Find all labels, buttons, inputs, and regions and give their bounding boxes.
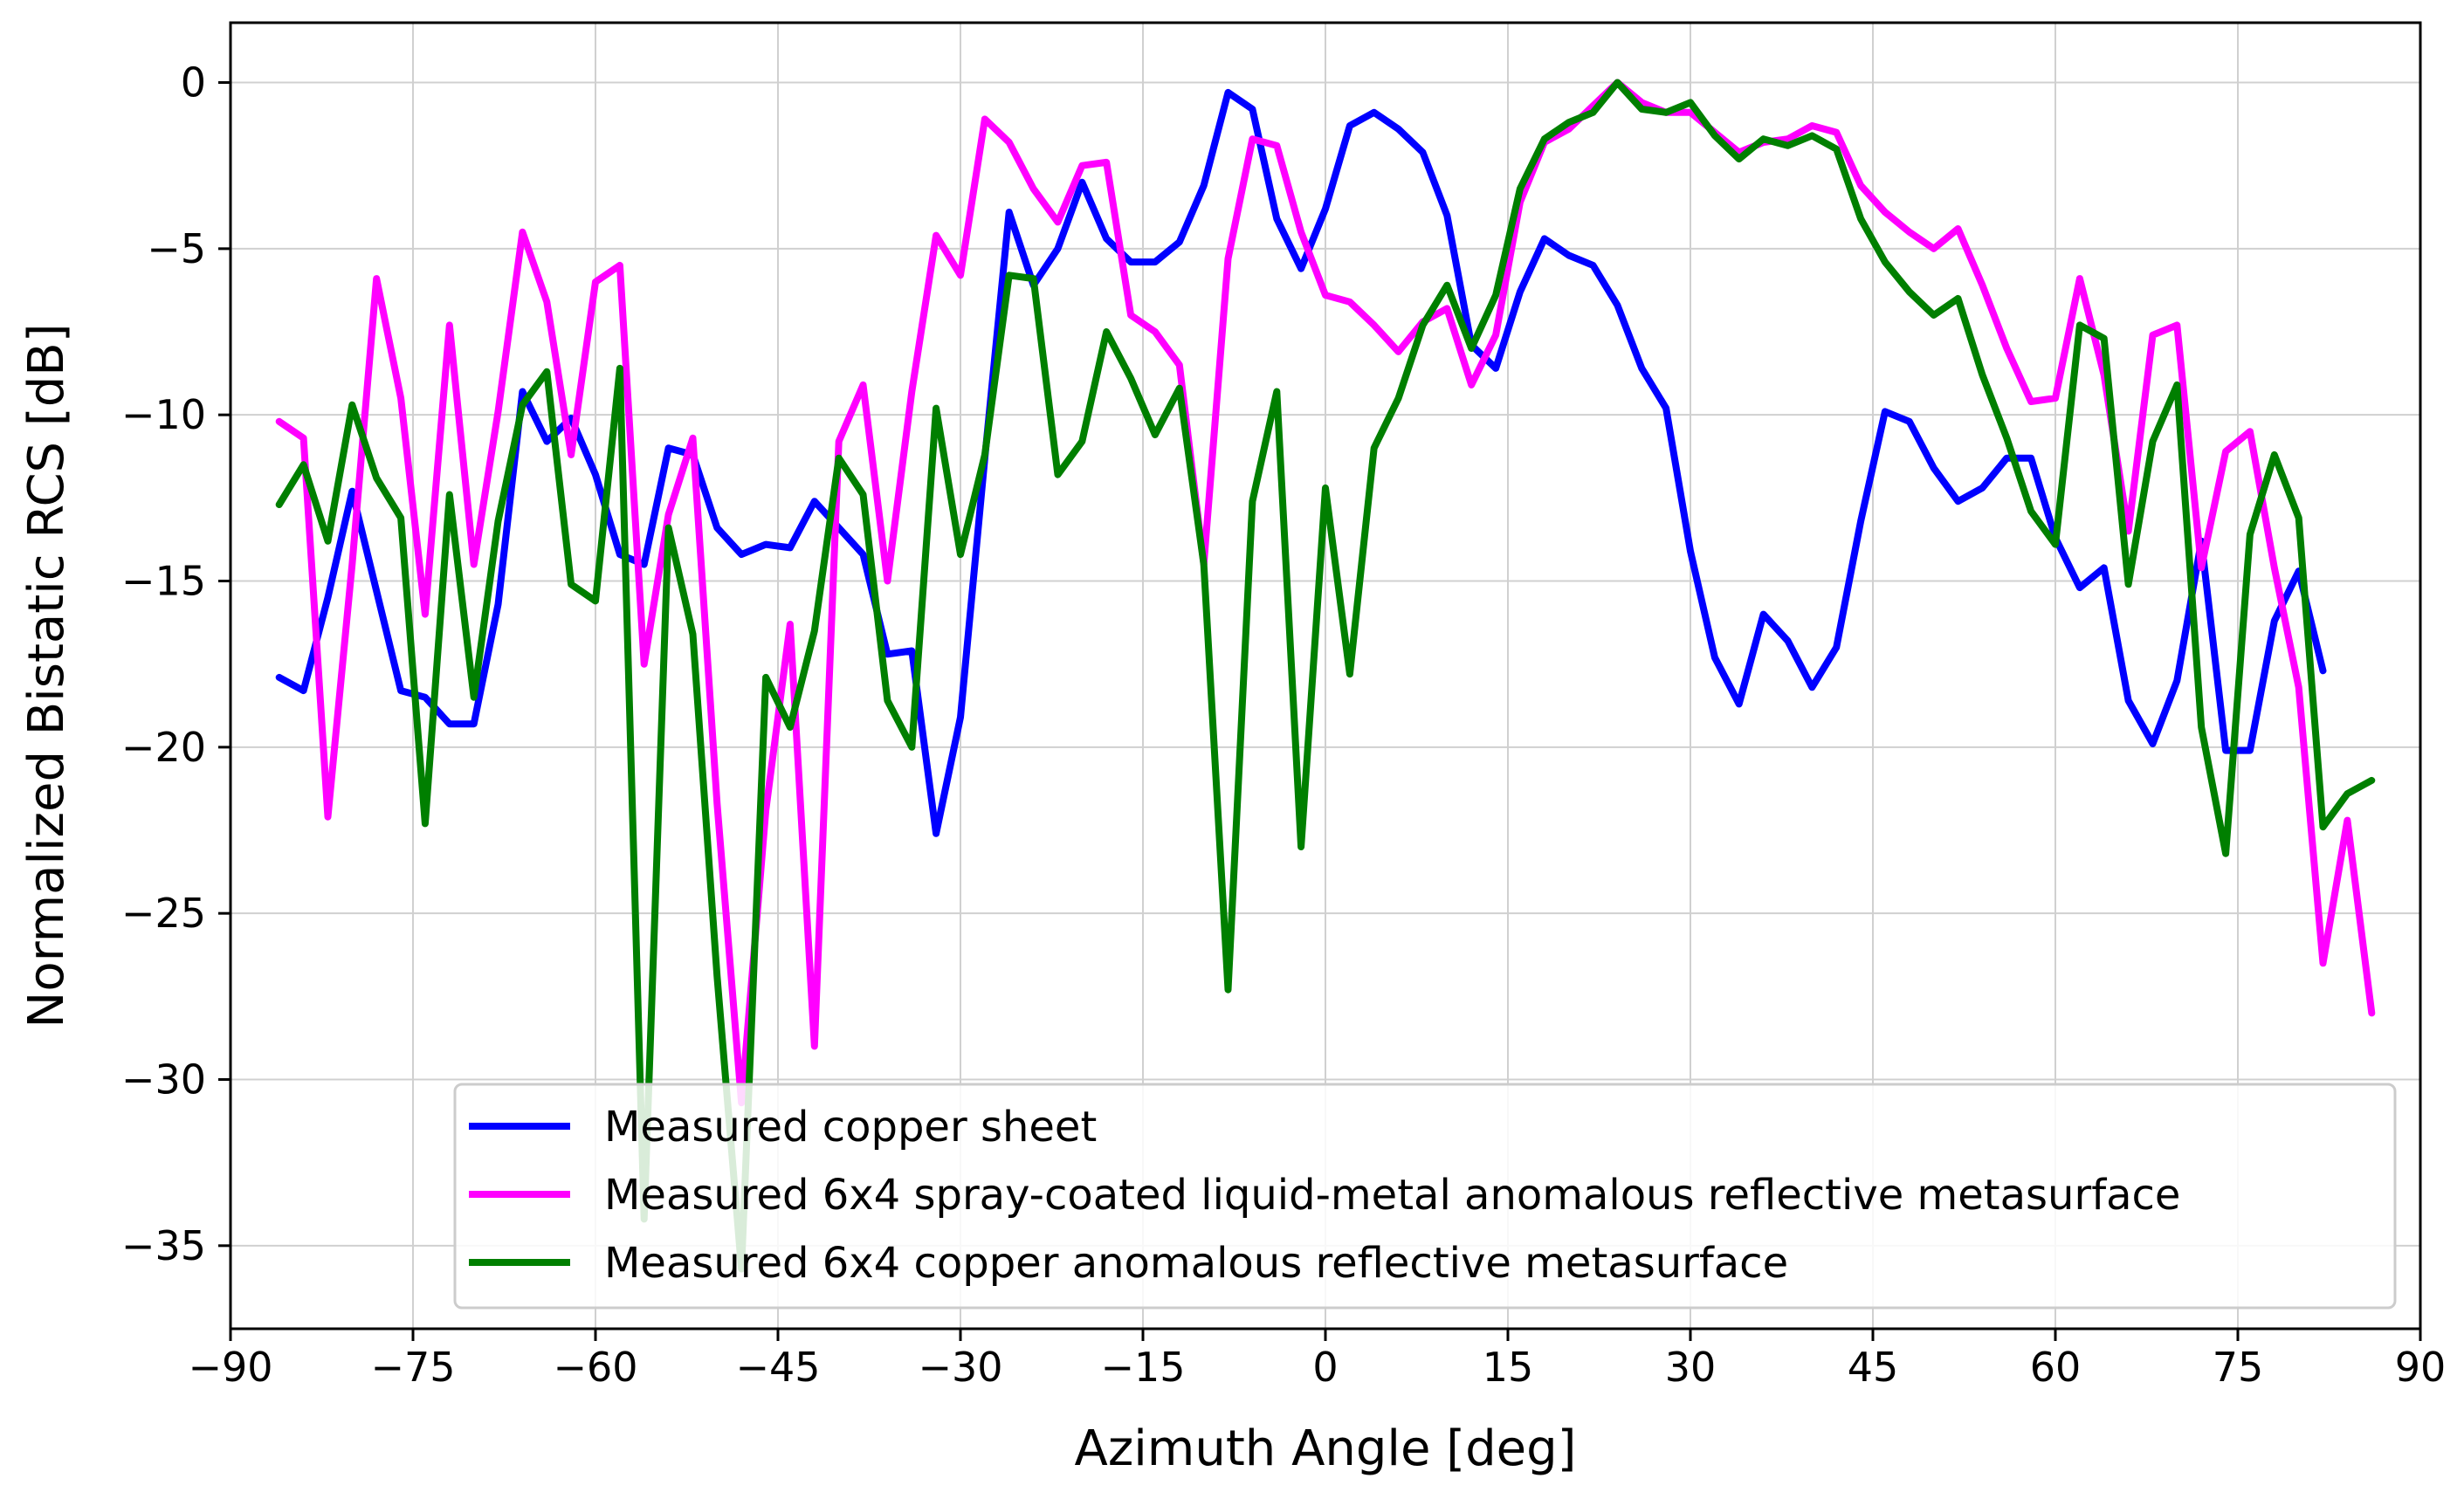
legend-box: [453, 1083, 2397, 1310]
series-line-3: [275, 79, 2376, 1273]
x-axis-label: Azimuth Angle [deg]: [1075, 1420, 1577, 1477]
x-tick-label: −75: [370, 1344, 455, 1391]
y-tick-label: −35: [121, 1222, 206, 1269]
x-tick-label: 60: [2030, 1344, 2082, 1391]
x-tick-label: 0: [1312, 1344, 1338, 1391]
series-line-2: [275, 79, 2376, 1107]
x-tick-labels: −90 −75 −60 −45 −30 −15 0 15 30 45 60 75 90: [188, 1344, 2446, 1391]
series-line-1: [275, 88, 2327, 837]
y-tick-label: −5: [147, 225, 206, 272]
axis-ticks: [218, 81, 2422, 1341]
x-tick-label: 15: [1483, 1344, 1534, 1391]
y-tick-label: −25: [121, 890, 206, 937]
legend-label-3: Measured 6x4 copper anomalous reflective…: [604, 1239, 1788, 1288]
y-axis-label: Normalized Bistatic RCS [dB]: [18, 323, 75, 1028]
legend-label-1: Measured copper sheet: [604, 1103, 1097, 1152]
x-tick-label: −30: [918, 1344, 1002, 1391]
x-tick-label: 30: [1665, 1344, 1717, 1391]
y-tick-label: −30: [121, 1056, 206, 1104]
x-tick-label: −90: [188, 1344, 272, 1391]
x-tick-label: −15: [1100, 1344, 1185, 1391]
legend-entries: Measured copper sheet Measured 6x4 spray-…: [469, 1103, 2180, 1288]
y-tick-label: 0: [181, 59, 206, 107]
y-tick-label: −15: [121, 558, 206, 605]
data-series-group: [275, 79, 2376, 1273]
x-tick-label: 90: [2395, 1344, 2447, 1391]
legend: Measured copper sheet Measured 6x4 spray-…: [453, 1083, 2397, 1310]
x-tick-label: −45: [735, 1344, 820, 1391]
y-tick-label: −20: [121, 724, 206, 771]
y-tick-labels: −35 −30 −25 −20 −15 −10 −5 0: [121, 59, 206, 1269]
y-tick-label: −10: [121, 391, 206, 438]
legend-label-2: Measured 6x4 spray-coated liquid-metal a…: [604, 1171, 2180, 1220]
x-tick-label: 45: [1848, 1344, 1899, 1391]
x-tick-label: −60: [553, 1344, 637, 1391]
x-tick-label: 75: [2213, 1344, 2264, 1391]
